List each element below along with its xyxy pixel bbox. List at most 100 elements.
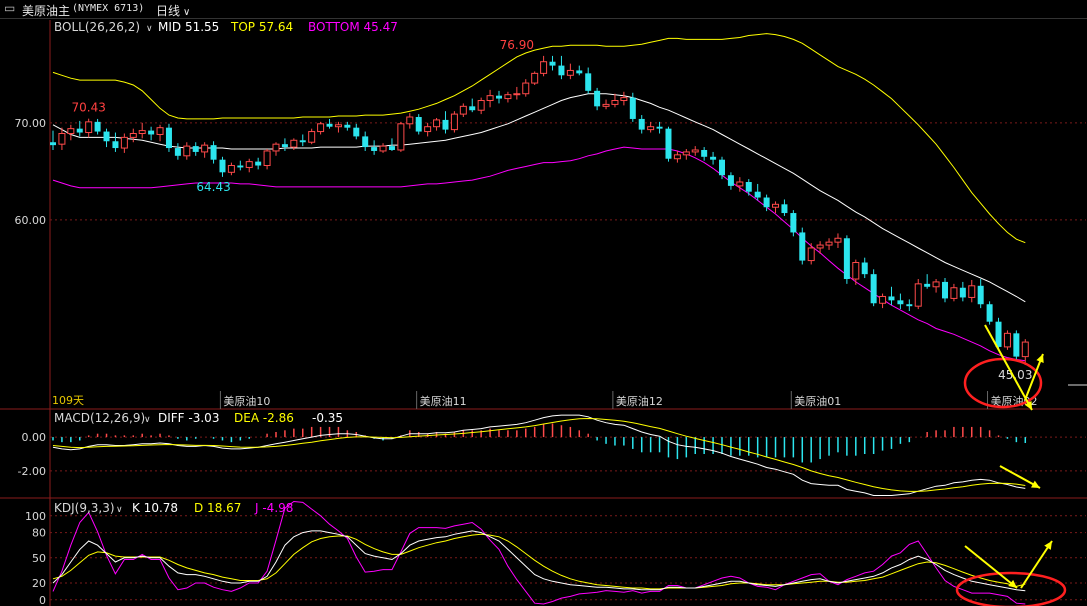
candle-body bbox=[450, 113, 458, 131]
candle-body bbox=[442, 119, 449, 130]
candle-body bbox=[397, 123, 405, 151]
chevron-down-icon: ∨ bbox=[144, 415, 151, 425]
boll-bottom-line bbox=[52, 146, 1026, 362]
window-menu-icon[interactable]: ▭ bbox=[4, 1, 16, 15]
candle-body bbox=[825, 241, 833, 246]
chart-header: ▭ 美原油主 (NYMEX 6713) 日线 ∨ bbox=[0, 0, 1087, 19]
candle-body bbox=[602, 103, 610, 107]
arrow-shaft bbox=[984, 324, 1033, 411]
boll-value-bottom: BOTTOM 45.47 bbox=[308, 20, 398, 34]
candle-body bbox=[665, 128, 672, 159]
candle-body bbox=[138, 130, 146, 134]
candle-body bbox=[496, 95, 502, 99]
candle-body bbox=[67, 128, 75, 134]
candle-body bbox=[950, 287, 958, 299]
price-down-arrow-icon bbox=[984, 324, 1033, 411]
arrow-shaft bbox=[964, 545, 1018, 589]
candle-body bbox=[388, 146, 395, 150]
chevron-down-icon: ∨ bbox=[116, 505, 123, 515]
arrow-shaft bbox=[1024, 353, 1044, 401]
candle-body bbox=[531, 72, 539, 84]
candle-body bbox=[799, 232, 806, 261]
y-tick-label: 80 bbox=[32, 527, 46, 540]
candle-body bbox=[255, 161, 262, 166]
candle-body bbox=[415, 117, 422, 132]
candle-body bbox=[379, 145, 387, 152]
candle-body bbox=[879, 295, 887, 304]
candle-body bbox=[763, 197, 770, 208]
arrow-head bbox=[1008, 579, 1017, 588]
candle-body bbox=[576, 70, 583, 74]
x-axis-label: 美原油01 bbox=[794, 394, 841, 408]
candle-body bbox=[719, 159, 725, 176]
y-tick-label: 100 bbox=[25, 510, 46, 523]
candle-body bbox=[245, 161, 253, 168]
candle-body bbox=[459, 105, 467, 115]
candle-body bbox=[897, 300, 904, 305]
candle-body bbox=[281, 144, 288, 148]
candle-body bbox=[977, 285, 984, 305]
y-tick-label: 0 bbox=[39, 594, 46, 606]
macd-indicator-name: MACD(12,26,9) bbox=[54, 411, 145, 425]
candle-body bbox=[549, 61, 556, 66]
candle-body bbox=[986, 304, 993, 322]
candle-body bbox=[362, 136, 369, 148]
candle-body bbox=[558, 65, 565, 76]
candle-body bbox=[888, 296, 895, 301]
candle-body bbox=[1021, 341, 1029, 358]
kdj-down-arrow-icon bbox=[964, 545, 1018, 589]
candle-body bbox=[682, 151, 690, 156]
period-selector[interactable]: 日线 ∨ bbox=[156, 2, 190, 19]
candle-body bbox=[219, 159, 226, 173]
kdj-j-line bbox=[52, 500, 1026, 605]
price-up-arrow-icon bbox=[1024, 353, 1044, 401]
price-annotation-label: 64.43 bbox=[196, 180, 230, 194]
candle-body bbox=[701, 149, 708, 157]
boll-mid-line bbox=[52, 93, 1026, 303]
candle-body bbox=[736, 181, 744, 187]
y-tick-label: -2.00 bbox=[18, 465, 46, 478]
candle-body bbox=[710, 156, 717, 160]
boll-indicator-name: BOLL(26,26,2) bbox=[54, 20, 140, 34]
price-annotation-label: 70.43 bbox=[72, 101, 106, 115]
kdj-value-d: D 18.67 bbox=[194, 501, 241, 515]
candle-body bbox=[148, 130, 155, 135]
candle-body bbox=[58, 132, 66, 145]
candle-body bbox=[566, 69, 574, 76]
candle-body bbox=[371, 147, 378, 151]
candle-body bbox=[112, 141, 119, 149]
candle-body bbox=[585, 73, 592, 91]
instrument-title: 美原油主 bbox=[22, 4, 71, 18]
candle-body bbox=[326, 123, 333, 127]
candle-body bbox=[183, 145, 191, 157]
candle-body bbox=[201, 144, 209, 153]
macd-value: -0.35 bbox=[312, 411, 343, 425]
candle-body bbox=[406, 116, 414, 125]
candle-body bbox=[691, 149, 699, 153]
candle-body bbox=[870, 274, 877, 304]
kdj-up-arrow-icon bbox=[1020, 540, 1053, 589]
y-tick-label: 70.00 bbox=[15, 117, 47, 130]
candle-body bbox=[959, 287, 966, 298]
boll-value-top: TOP 57.64 bbox=[230, 20, 293, 34]
candle-body bbox=[513, 93, 521, 96]
x-axis-label: 美原油11 bbox=[420, 394, 467, 408]
candle-body bbox=[424, 126, 432, 133]
candle-body bbox=[834, 237, 842, 243]
kdj-k-line bbox=[52, 530, 1026, 592]
candle-body bbox=[932, 281, 940, 288]
kdj-value-k: K 10.78 bbox=[132, 501, 178, 515]
candle-body bbox=[120, 136, 128, 149]
candle-body bbox=[263, 150, 271, 167]
candle-body bbox=[914, 283, 922, 307]
candle-body bbox=[540, 61, 548, 74]
boll-top-line bbox=[52, 33, 1026, 244]
candle-body bbox=[156, 127, 164, 135]
macd-value: DIFF -3.03 bbox=[158, 411, 219, 425]
kdj-indicator-name: KDJ(9,3,3) bbox=[54, 501, 115, 515]
price-annotation-label: 76.90 bbox=[500, 38, 534, 52]
arrow-head bbox=[1044, 541, 1052, 550]
candle-body bbox=[995, 321, 1002, 347]
candle-body bbox=[344, 124, 351, 128]
